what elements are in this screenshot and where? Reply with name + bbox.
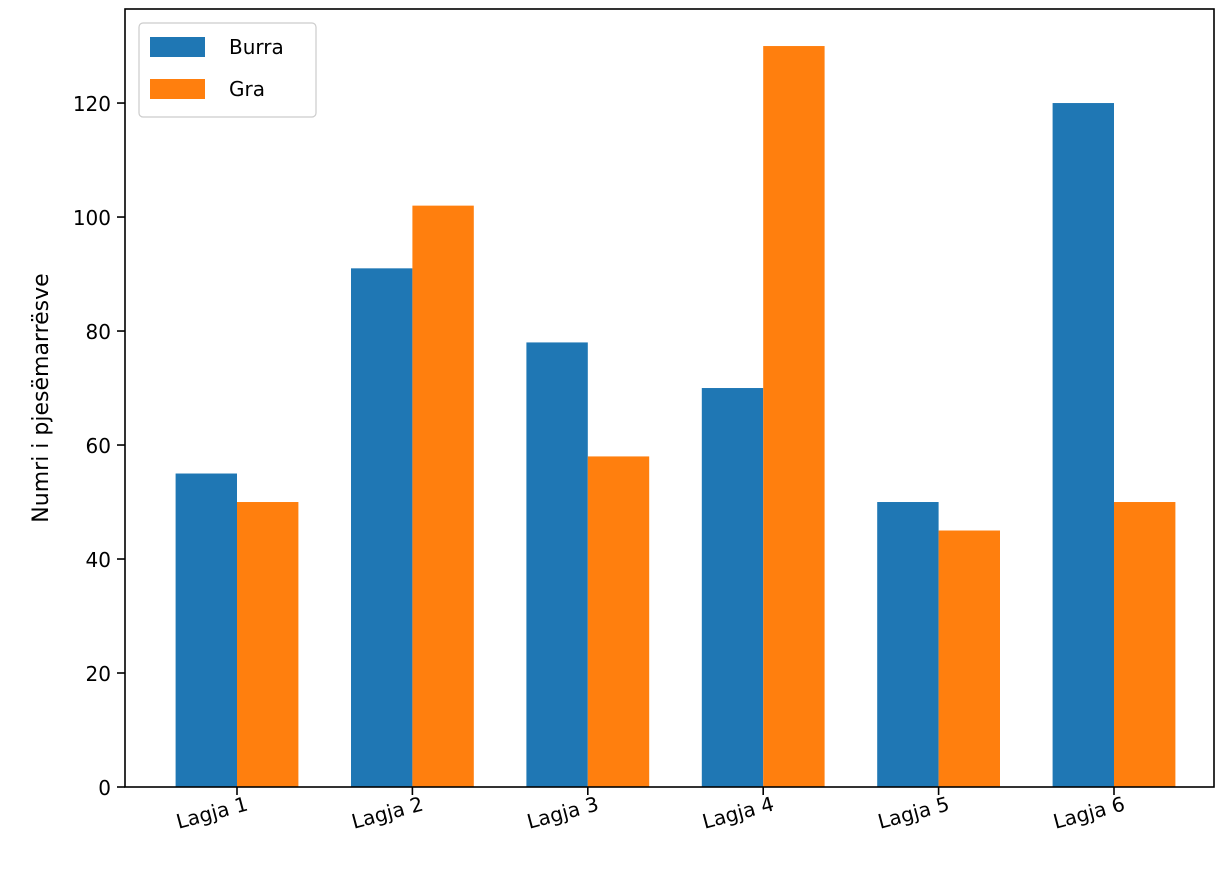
bar-gra-5 <box>938 530 1000 787</box>
y-tick-label: 120 <box>73 92 111 116</box>
x-axis: Lagja 1 Lagja 2 Lagja 3 Lagja 4 Lagja 5 Lagja… <box>174 787 1128 834</box>
plot-frame <box>124 8 1215 788</box>
y-tick-label: 100 <box>73 206 111 230</box>
bar-burra-6 <box>1052 103 1114 788</box>
x-tick-label: Lagja 4 <box>700 792 777 834</box>
bar-gra-1 <box>237 502 299 787</box>
x-tick-label: Lagja 6 <box>1051 792 1128 834</box>
y-tick-label: 40 <box>86 548 111 572</box>
axes-layer <box>124 8 1215 788</box>
x-tick-label: Lagja 1 <box>174 792 251 834</box>
bar-gra-2 <box>412 205 474 788</box>
legend: Burra Gra <box>138 22 317 118</box>
legend-label-burra: Burra <box>229 35 284 59</box>
legend-swatch-burra <box>150 37 205 57</box>
x-tick-label: Lagja 3 <box>524 792 601 834</box>
y-tick-label: 0 <box>98 776 111 800</box>
bar-burra-3 <box>526 342 588 787</box>
y-tick-label: 60 <box>86 434 111 458</box>
y-axis: 0 20 40 60 80 100 120 <box>73 92 125 800</box>
bars-layer <box>175 46 1176 788</box>
bar-burra-4 <box>701 388 764 787</box>
bar-gra-3 <box>587 456 650 787</box>
bar-burra-2 <box>351 268 413 787</box>
y-tick-label: 20 <box>86 662 111 686</box>
bar-gra-6 <box>1114 502 1176 787</box>
x-tick-label: Lagja 5 <box>875 792 952 834</box>
bar-burra-5 <box>877 502 939 787</box>
x-tick-label: Lagja 2 <box>349 792 426 834</box>
legend-swatch-gra <box>150 79 205 99</box>
bar-burra-1 <box>175 473 237 787</box>
legend-label-gra: Gra <box>229 77 265 101</box>
y-axis-label: Numri i pjesëmarrësve <box>29 273 54 522</box>
y-tick-label: 80 <box>86 320 111 344</box>
bar-gra-4 <box>763 46 825 788</box>
